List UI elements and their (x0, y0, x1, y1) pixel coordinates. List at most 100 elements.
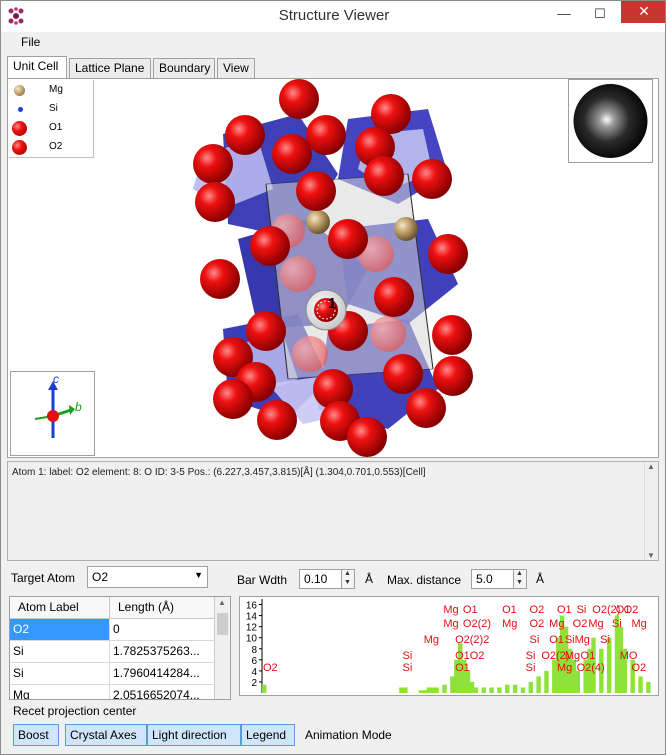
atom-legend[interactable]: Mg Si O1 O2 (9, 80, 94, 158)
histogram-bar (442, 684, 447, 693)
histogram-bar (426, 687, 432, 693)
axis-b-label: b (75, 400, 82, 414)
bond-length-table[interactable]: Atom Label Length (Å) O2 0 Si 1.78253752… (9, 596, 231, 700)
light-direction-toggle[interactable]: Light direction (147, 724, 241, 746)
table-row[interactable]: Si 1.7960414284... (10, 663, 215, 685)
bar-label: O1 (557, 604, 572, 616)
boost-toggle[interactable]: Boost (13, 724, 59, 746)
bar-width-label: Bar Wdth (237, 573, 288, 587)
bar-label: Si (577, 604, 587, 616)
histogram-bar (262, 684, 267, 693)
histogram-bar (556, 637, 561, 693)
bond-length-histogram[interactable]: 16 14 12 10 8 6 4 2 O2 Si Si O1 O1O2 Mg O2(2)2 Mg O2(2) M… (239, 596, 659, 696)
spin-up-icon[interactable]: ▲ (344, 570, 351, 577)
legend-label: Mg (49, 84, 63, 95)
status-bar: Recet projection center (9, 701, 659, 721)
si-swatch-icon (18, 107, 23, 112)
bar-label: Mg (424, 634, 439, 646)
bar-label: Mg (549, 618, 564, 630)
column-header-length[interactable]: Length (Å) (110, 597, 215, 619)
selected-atom-marker: 1 (328, 295, 337, 312)
scroll-down-icon[interactable]: ▼ (647, 551, 655, 560)
histogram-bar (622, 648, 628, 693)
histogram-bar (450, 676, 455, 693)
atom-info-text: Atom 1: label: O2 element: 8: O ID: 3-5 … (12, 467, 426, 478)
axes-gizmo-icon (34, 381, 75, 438)
histogram-bar (489, 687, 494, 693)
column-header-atom-label[interactable]: Atom Label (10, 597, 110, 619)
scroll-up-icon[interactable]: ▲ (647, 462, 655, 471)
histogram-bar (434, 687, 439, 693)
max-distance-spinner[interactable]: 5.0 ▲ ▼ (471, 569, 527, 589)
legend-item-mg: Mg (11, 82, 94, 100)
tab-boundary[interactable]: Boundary (153, 58, 215, 78)
tab-view[interactable]: View (217, 58, 255, 78)
histogram-bar (638, 676, 643, 693)
histogram-bar (399, 687, 404, 693)
histogram-bar (505, 684, 510, 693)
histogram-bar (563, 626, 569, 693)
animation-mode-label[interactable]: Animation Mode (305, 728, 392, 742)
bar-label: O1 (616, 604, 631, 616)
histogram-bar (512, 684, 518, 693)
target-atom-value: O2 (92, 570, 109, 584)
histogram-bar (461, 659, 467, 693)
light-direction-preview[interactable] (568, 79, 653, 163)
y-tick-label: 14 (246, 612, 258, 623)
legend-label: Si (49, 103, 58, 114)
bar-width-stepper[interactable]: ▲ ▼ (341, 570, 354, 588)
o2-swatch-icon (12, 140, 27, 155)
atom-info-panel: Atom 1: label: O2 element: 8: O ID: 3-5 … (7, 461, 659, 561)
title-bar: Structure Viewer — ☐ ✕ (1, 1, 665, 32)
status-text: Recet projection center (13, 704, 137, 718)
bar-label: O1 (581, 650, 596, 662)
legend-toggle[interactable]: Legend (241, 724, 295, 746)
histogram-bar (606, 637, 612, 693)
table-row[interactable]: O2 0 (10, 619, 215, 641)
menu-file[interactable]: File (21, 35, 41, 49)
bar-label: Mg (557, 662, 572, 674)
bar-label: O2(2)2 (455, 634, 489, 646)
maximize-button[interactable]: ☐ (594, 6, 606, 21)
target-atom-select[interactable]: O2 ▼ (87, 566, 208, 588)
histogram-bar (403, 687, 408, 693)
bar-width-spinner[interactable]: 0.10 ▲ ▼ (299, 569, 355, 589)
bar-label: O1O2 (455, 650, 484, 662)
histogram-bar (536, 676, 541, 693)
table-scrollbar[interactable]: ▲ (214, 597, 230, 699)
cell-length: 1.7960414284... (110, 663, 215, 685)
tab-unit-cell[interactable]: Unit Cell (7, 56, 67, 78)
spin-down-icon[interactable]: ▼ (344, 579, 351, 586)
spin-down-icon[interactable]: ▼ (516, 579, 523, 586)
histogram-bar (587, 648, 592, 693)
info-scrollbar[interactable]: ▲ ▼ (644, 462, 658, 560)
bar-label: O2 (530, 618, 545, 630)
crystal-axes-toggle[interactable]: Crystal Axes (65, 724, 147, 746)
spin-up-icon[interactable]: ▲ (516, 570, 523, 577)
bar-label: O1 (463, 604, 478, 616)
bar-label: O1 (455, 662, 470, 674)
legend-label: O1 (49, 122, 63, 133)
cell-atom-label: Mg (10, 685, 110, 699)
minimize-button[interactable]: — (557, 6, 571, 21)
histogram-bar (599, 648, 604, 693)
scroll-up-icon[interactable]: ▲ (218, 598, 226, 607)
crystal-axes-indicator[interactable]: c b (10, 371, 95, 456)
max-distance-stepper[interactable]: ▲ ▼ (513, 570, 526, 588)
bond-length-controls: Target Atom O2 ▼ Bar Wdth 0.10 ▲ ▼ Å Max… (7, 564, 659, 594)
tab-lattice-plane[interactable]: Lattice Plane (69, 58, 151, 78)
close-button[interactable]: ✕ (621, 1, 665, 23)
bar-label: Mg (565, 650, 580, 662)
bar-label: O1 (502, 604, 517, 616)
scroll-thumb[interactable] (217, 613, 228, 635)
table-row[interactable]: Si 1.7825375263... (10, 641, 215, 663)
target-atom-label: Target Atom (11, 571, 76, 585)
legend-item-si: Si (11, 101, 94, 119)
histogram-bar (520, 687, 526, 693)
chevron-down-icon: ▼ (194, 570, 203, 580)
crystal-structure-render[interactable] (8, 79, 659, 458)
structure-viewport[interactable]: 1 Mg Si O1 O2 (7, 78, 659, 458)
table-row[interactable]: Mg 2.0516652074... (10, 685, 215, 699)
